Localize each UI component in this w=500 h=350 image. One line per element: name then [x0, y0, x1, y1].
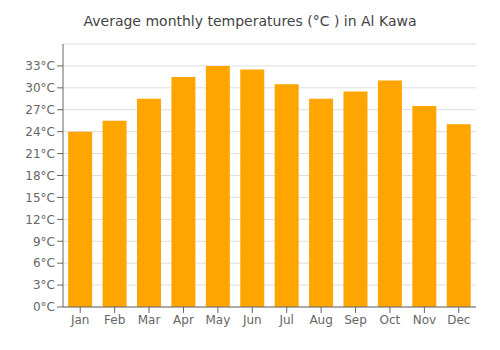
- html-text:Average monthly temperatures (: Average monthly temperatures (°C ) in Al…: [83, 13, 417, 29]
- svg-text:Sep: Sep: [344, 313, 367, 327]
- svg-text:Oct: Oct: [380, 313, 401, 327]
- svg-text:24°C: 24°C: [25, 125, 55, 139]
- svg-text:12°C: 12°C: [25, 213, 55, 227]
- svg-text:0°C: 0°C: [33, 300, 55, 314]
- svg-text:Apr: Apr: [173, 313, 194, 327]
- svg-text:33°C: 33°C: [25, 59, 55, 73]
- svg-text:May: May: [205, 313, 230, 327]
- svg-text:21°C: 21°C: [25, 147, 55, 161]
- svg-text:Jun: Jun: [242, 313, 262, 327]
- svg-text:Jan: Jan: [70, 313, 90, 327]
- svg-text:Dec: Dec: [447, 313, 470, 327]
- svg-text:3°C: 3°C: [33, 278, 55, 292]
- svg-text:18°C: 18°C: [25, 169, 55, 183]
- svg-text:Nov: Nov: [413, 313, 436, 327]
- svg-text:Jul: Jul: [278, 313, 293, 327]
- svg-text:Feb: Feb: [104, 313, 125, 327]
- svg-text:9°C: 9°C: [33, 235, 55, 249]
- svg-text:15°C: 15°C: [25, 191, 55, 205]
- svg-text:Aug: Aug: [309, 313, 332, 327]
- svg-text:6°C: 6°C: [33, 256, 55, 270]
- svg-text:Mar: Mar: [138, 313, 161, 327]
- svg-text:30°C: 30°C: [25, 81, 55, 95]
- svg-text:27°C: 27°C: [25, 103, 55, 117]
